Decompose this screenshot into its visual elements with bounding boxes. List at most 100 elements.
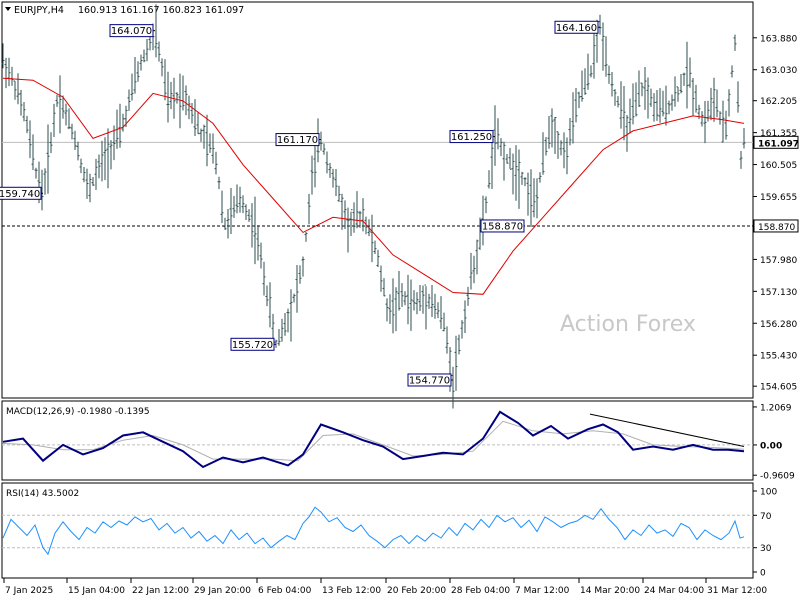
annotation-label: 164.070 [111,26,152,37]
price-bar [439,296,443,329]
macd-layer [2,410,753,469]
price-bar [298,265,302,284]
price-bar [262,261,266,296]
price-bar [703,100,707,144]
price-bar [712,77,716,122]
dropdown-arrow-icon[interactable] [5,7,11,11]
price-bar [649,88,653,107]
price-tick-label: 162.205 [760,97,797,107]
price-bar [541,132,545,175]
price-bar [289,289,293,342]
price-bar [709,87,713,121]
annotation-label: 161.250 [451,132,492,143]
price-bar [523,177,527,187]
rsi-line [2,506,745,556]
support-price-label: 158.870 [758,223,795,233]
macd-tick-label: 0.00 [760,441,782,451]
price-bar [145,38,149,62]
price-bar [514,145,518,201]
price-bar [202,124,206,149]
price-bar [199,128,203,142]
price-tick-label: 156.280 [760,320,797,330]
price-bar [304,231,308,242]
macd-label: MACD(12,26,9) -0.1980 -0.1395 [6,407,150,417]
price-bar [547,116,551,149]
current-price-tag [753,135,799,149]
price-layer: 164.070 159.740 161.170 155.720 154.770 161.2… [0,4,753,409]
price-tick-label: 157.980 [760,256,797,266]
time-tick-label: 31 Mar 12:00 [707,586,767,596]
axis-layer: 163.880 163.030 162.205 161.355 160.505 159.6… [3,34,799,596]
price-bar [301,256,305,277]
price-bar [1,43,5,69]
macd-trendline [589,413,745,447]
price-bar [256,225,260,261]
price-bar [421,285,425,314]
price-bar [328,162,332,178]
price-bar [736,81,740,113]
price-bar [46,124,50,194]
price-bar [52,103,56,137]
price-tick-label: 163.880 [760,34,797,44]
price-bar [121,113,125,132]
price-bar [88,173,92,203]
price-bar [373,240,377,255]
price-bar [28,120,32,159]
price-bar [64,103,68,126]
price-bar [196,112,200,135]
price-bar [307,193,311,225]
price-bar [286,308,290,333]
price-bar [613,89,617,106]
price-bar [487,170,491,189]
price-bar [565,137,569,175]
price-bar [163,59,167,101]
price-bar [340,193,344,230]
price-bar [526,172,530,216]
price-bar [73,130,77,150]
price-bar [70,123,74,140]
price-bar [601,22,605,71]
price-bar [598,14,602,35]
price-tick-label: 154.605 [760,383,797,393]
price-bar [253,196,257,265]
price-bar [502,141,506,181]
time-tick-label: 7 Jan 2025 [5,586,53,596]
price-bar [658,88,662,123]
price-bar [355,191,359,229]
watermark: Action Forex [560,312,696,337]
price-bar [61,95,65,119]
price-annotation: 155.720 [230,337,276,351]
price-bar [610,71,614,97]
price-bar [343,200,347,230]
price-tick-label: 157.130 [760,288,797,298]
price-bar [220,190,224,224]
price-bar [556,131,560,159]
price-bar [280,318,284,342]
macd-panel-frame [1,400,754,481]
price-bar [667,100,671,115]
price-bar [142,49,146,63]
price-bar [385,298,389,322]
price-bar [319,131,323,151]
price-bar [559,140,563,156]
price-bar [325,151,329,174]
price-bar [13,80,17,100]
price-bar [517,149,521,209]
price-bar [178,73,182,129]
price-bar [538,172,542,183]
price-bar [67,108,71,130]
price-bar [691,77,695,117]
price-bar [628,98,632,134]
time-tick-label: 14 Mar 20:00 [580,586,640,596]
price-bar [652,93,656,122]
price-bar [352,202,356,233]
price-bar [664,85,668,126]
price-bar [469,252,473,290]
price-bar [715,89,719,118]
price-bar [79,158,83,174]
price-bar [625,115,629,152]
price-bar [208,133,212,153]
price-bar [232,195,236,218]
annotation-box [449,130,494,144]
